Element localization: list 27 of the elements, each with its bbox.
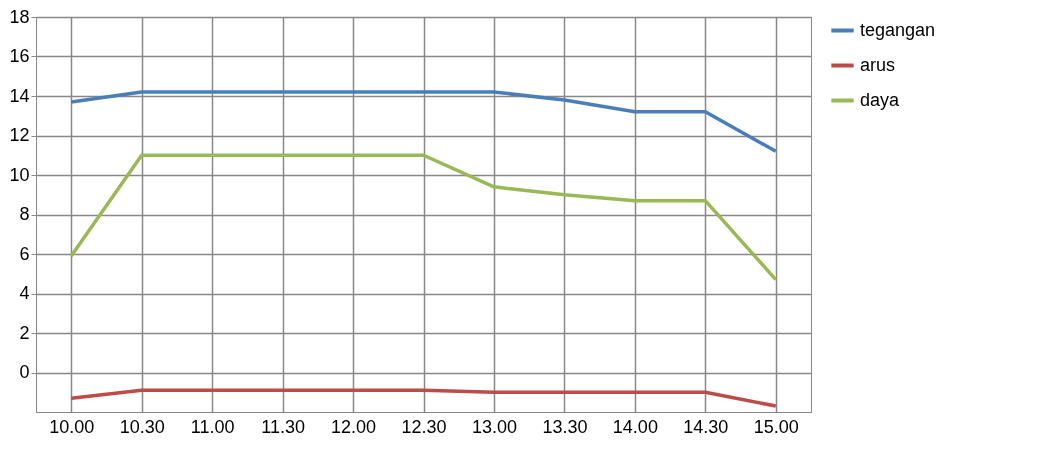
legend-label: arus [860,54,896,75]
x-tick-label: 13.00 [471,416,517,437]
legend-label: daya [860,89,901,110]
line-series [69,388,778,408]
x-tick-label: 14.00 [612,416,658,437]
x-tick-label: 12.30 [401,416,447,437]
x-tick-label: 11.00 [190,416,235,437]
y-tick-label: 4 [19,283,30,303]
legend-label: tegangan [860,19,936,40]
y-tick-label: 12 [9,125,30,145]
x-tick-label: 12.00 [331,416,377,437]
y-tick-label: 2 [19,322,30,343]
y-tick-label: 10 [9,164,30,185]
y-tick-label: 0 [19,362,30,382]
x-tick-label: 15.00 [753,416,799,437]
y-tick-label: 16 [9,46,30,66]
x-tick-label: 11.30 [261,416,305,437]
x-tick-label: 13.30 [542,416,588,437]
y-tick-label: 8 [19,204,30,224]
y-tick-label: 6 [19,243,30,264]
line-series [69,90,778,154]
line-series [69,153,778,282]
x-tick-label: 10.30 [119,416,165,437]
x-tick-label: 14.30 [683,416,729,437]
y-tick-label: 18 [9,6,30,27]
y-tick-label: 14 [9,85,30,106]
x-tick-label: 10.00 [49,416,95,437]
